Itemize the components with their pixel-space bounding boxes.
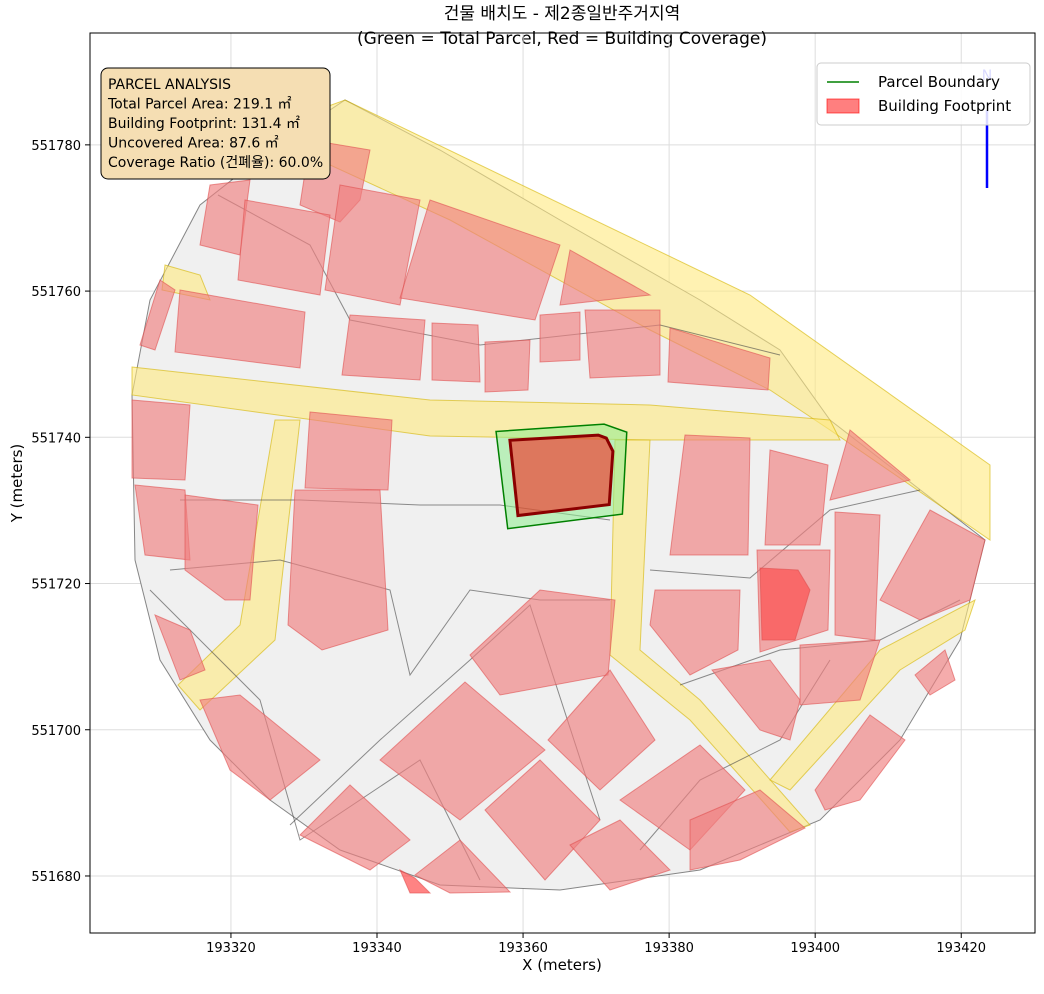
y-axis-label: Y (meters) [8,444,26,524]
building [799,639,881,706]
annotation-line: Coverage Ratio (건폐율): 60.0% [108,155,323,171]
series-polygon [508,433,615,518]
legend-label: Building Footprint [878,97,1011,115]
x-tick-label: 193400 [790,941,840,956]
chart-subtitle: (Green = Total Parcel, Red = Building Co… [357,29,767,49]
building [431,322,481,383]
legend-box [816,62,1031,126]
building [287,489,389,651]
building [174,289,306,369]
building [814,714,906,811]
road [769,598,976,791]
building [764,449,829,546]
road [131,366,841,441]
road [609,439,811,833]
annotation-line: Building Footprint: 131.4 ㎡ [108,116,300,132]
y-tick-label: 551780 [31,139,81,154]
building [569,819,671,891]
legend-swatch [826,98,860,114]
building [139,279,176,351]
building [379,681,546,821]
building [484,759,601,881]
building [829,429,912,501]
building [469,589,616,696]
building [184,494,259,601]
x-tick-label: 193340 [352,941,402,956]
building [649,589,741,676]
building [237,199,331,296]
building [324,184,421,306]
y-tick-label: 551760 [31,285,81,300]
building [689,789,806,871]
building [154,614,206,681]
building [711,659,801,741]
building [299,784,411,871]
y-tick-label: 551720 [31,578,81,593]
building [131,399,191,481]
road [177,419,301,711]
y-tick-label: 551700 [31,724,81,739]
building [547,669,656,791]
building [484,339,531,393]
building [199,694,321,801]
x-tick-label: 193420 [936,941,986,956]
axes-frame [89,32,1036,934]
annotation: PARCEL ANALYSIS Total Parcel Area: 219.1 … [107,77,323,171]
building [759,567,811,641]
building [304,411,393,491]
building [584,309,661,379]
x-tick-label: 193380 [644,941,694,956]
annotation-box [100,67,331,180]
y-tick-label: 551740 [31,431,81,446]
annotation-line: Total Parcel Area: 219.1 ㎡ [107,97,292,113]
building [398,868,432,894]
building [399,199,561,321]
x-tick-label: 193360 [498,941,548,956]
building [667,327,771,391]
legend: Parcel Boundary Building Footprint [816,62,1031,126]
x-tick-label: 193320 [206,941,256,956]
building [559,249,652,306]
building [539,311,581,363]
chart-title: 건물 배치도 - 제2종일반주거지역 [444,4,680,24]
building [414,839,512,894]
annotation-line: PARCEL ANALYSIS [108,77,231,93]
building [834,511,881,641]
building [879,509,986,621]
building [914,649,956,696]
building [669,434,751,556]
annotation-line: Uncovered Area: 87.6 ㎡ [108,136,279,152]
plot [495,423,628,530]
building [341,314,426,381]
x-axis-label: X (meters) [522,956,602,974]
legend-label: Parcel Boundary [878,73,1000,91]
y-tick-label: 551680 [31,870,81,885]
